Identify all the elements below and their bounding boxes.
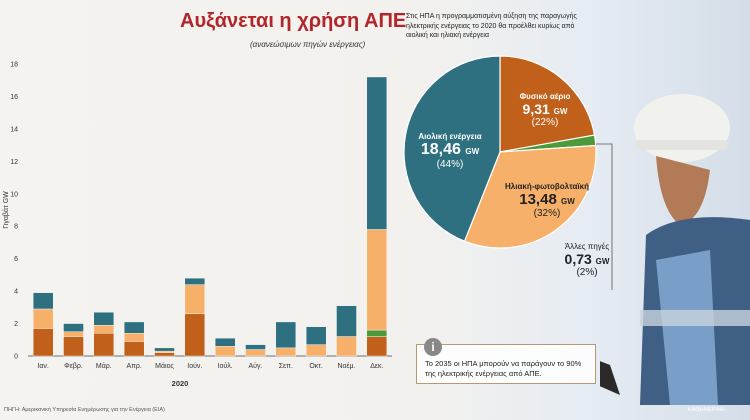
y-tick-label: 4 [14,289,18,296]
pie-label-wind-pct: (44%) [436,159,464,170]
bar-segment-gas [32,328,54,357]
pie-intro-text: Στις ΗΠΑ η προγραμματισμένη αύξηση της π… [406,13,577,39]
pie-label-gas-unit: GW [553,107,568,116]
pie-label-wind-value: 18,46 [420,141,461,158]
bar-segment-gas [123,341,145,357]
x-tick-label: Οκτ. [309,363,323,370]
bar-segment-gas [63,336,84,357]
bar-segment-other [366,329,388,337]
bar-segment-solar [366,229,388,331]
x-tick-label: Ιούλ. [218,362,233,370]
y-tick-label: 18 [10,62,18,69]
x-tick-label: Ιαν. [37,363,48,370]
pie-label-other-name: Άλλες πηγές [564,242,610,251]
bar-segment-gas [93,333,115,357]
y-tick-label: 2 [14,321,18,328]
pie-label-solar-value: 13,48 [519,191,557,208]
pie-label-wind-name: Αιολική ενέργεια [418,132,482,141]
bar-chart: 0 2 4 6 8 10 12 14 16 18 Γιγαβάτ GW Ιαν. Φεβρ. Μάρ. Απ… [2,62,392,388]
x-axis-label: 2020 [172,379,189,388]
bar-segment-solar [32,308,54,329]
bar-segment-wind [154,347,175,352]
source-note: ΠΗΓΗ: Αμερικανική Υπηρεσία Ενημέρωσης γι… [4,407,165,413]
x-tick-label: Μάιος [155,362,174,370]
pie-slice-solar [463,144,597,249]
chart-subtitle: (ανανεώσιμων πηγών ενέργειας) [250,40,366,49]
x-tick-label: Φεβρ. [64,363,83,370]
x-tick-label: Αύγ. [249,362,263,370]
pie-label-solar-pct: (32%) [533,208,561,219]
bar-segment-wind [245,344,266,350]
info-icon: i [424,338,442,356]
y-tick-label: 8 [14,224,18,231]
bar-segment-wind [275,321,297,349]
bar-segment-wind [336,305,357,337]
bar-segment-gas [154,352,175,357]
bar-segment-solar [336,336,357,357]
pie-label-other: Άλλες πηγές 0,73 GW (2%) [552,242,622,278]
x-tick-label: Νοέμ. [337,362,355,370]
pie-label-gas-value: 9,31 [522,101,550,117]
worker-photo [600,94,750,405]
pie-label-gas-pct: (22%) [531,117,559,128]
pie-label-gas: Φυσικό αέριο 9,31 GW (22%) [505,92,585,128]
pie-slice-wind [403,55,501,242]
info-box: Το 2035 οι ΗΠΑ μπορούν να παράγουν το 90… [416,344,596,384]
pie-label-gas-name: Φυσικό αέριο [519,92,571,101]
bar-segment-solar [63,331,84,337]
pie-label-wind: Αιολική ενέργεια 18,46 GW (44%) [400,132,500,170]
bar-segment-wind [123,321,145,334]
x-tick-label: Σεπ. [279,363,293,370]
y-tick-label: 14 [10,126,18,133]
pie-label-other-pct: (2%) [576,267,598,278]
bar-segment-wind [366,76,388,230]
pie-label-other-value: 0,73 [564,251,592,267]
pie-label-solar-unit: GW [560,197,575,206]
bar-segment-gas [366,336,388,357]
pie-chart [403,55,597,249]
x-tick-label: Απρ. [126,363,141,370]
bar-segment-solar [214,346,236,357]
y-tick-label: 12 [10,159,18,166]
pie-slice-gas [499,55,596,153]
pie-label-solar: Ηλιακή-φωτοβολταϊκή 13,48 GW (32%) [495,182,599,219]
x-tick-label: Ιούν. [187,362,202,370]
x-tick-label: Δεκ. [370,363,383,370]
bar-segment-wind [93,312,115,326]
bar-segment-solar [154,350,175,353]
bar-segment-gas [184,313,206,357]
bar-segment-solar [93,324,115,334]
bar-segment-solar [305,344,327,357]
bar-segment-wind [214,337,236,347]
x-tick-label: Μάρ. [96,362,112,370]
bar-segment-solar [184,284,206,315]
y-tick-label: 10 [10,191,18,198]
y-axis-label: Γιγαβάτ GW [2,191,10,229]
pie-label-solar-name: Ηλιακή-φωτοβολταϊκή [505,182,589,191]
y-tick-label: 0 [14,354,18,361]
bar-segment-solar [245,349,266,357]
chart-title: Αυξάνεται η χρήση ΑΠΕ [180,10,407,32]
y-tick-label: 16 [10,94,18,101]
y-tick-label: 6 [14,256,18,263]
pie-label-other-unit: GW [595,257,610,266]
bar-segment-wind [184,277,206,285]
bar-segment-solar [275,347,297,357]
bar-segment-solar [123,333,145,342]
credit-logo: ΚΑΘΗΜΕΡΙΝΗ [688,407,725,413]
pie-label-wind-unit: GW [465,147,480,156]
bar-segment-wind [305,326,327,345]
bar-segment-wind [63,323,84,332]
bar-segment-wind [32,292,54,310]
